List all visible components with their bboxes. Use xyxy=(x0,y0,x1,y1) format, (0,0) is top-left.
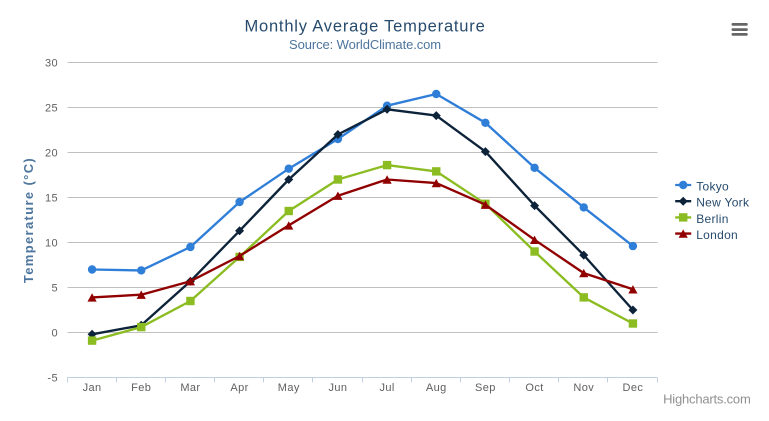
svg-text:Sep: Sep xyxy=(475,382,496,394)
svg-text:10: 10 xyxy=(45,238,58,250)
svg-text:Source: WorldClimate.com: Source: WorldClimate.com xyxy=(289,37,441,52)
svg-text:Jan: Jan xyxy=(83,382,102,394)
svg-text:May: May xyxy=(278,382,300,394)
svg-text:30: 30 xyxy=(45,58,58,70)
svg-text:5: 5 xyxy=(51,283,58,295)
svg-text:Temperature (°C): Temperature (°C) xyxy=(21,157,36,283)
svg-text:Dec: Dec xyxy=(623,382,644,394)
svg-text:20: 20 xyxy=(45,148,58,160)
svg-text:Tokyo: Tokyo xyxy=(696,179,729,193)
svg-text:-5: -5 xyxy=(47,373,58,385)
svg-text:Monthly Average Temperature: Monthly Average Temperature xyxy=(244,18,485,36)
svg-text:Aug: Aug xyxy=(426,382,447,394)
svg-text:New York: New York xyxy=(696,196,750,210)
svg-text:Apr: Apr xyxy=(230,382,248,394)
svg-text:25: 25 xyxy=(45,103,58,115)
svg-text:Jul: Jul xyxy=(379,382,394,394)
svg-text:Feb: Feb xyxy=(131,382,151,394)
svg-text:Mar: Mar xyxy=(180,382,200,394)
svg-text:Berlin: Berlin xyxy=(696,212,728,226)
svg-text:Highcharts.com: Highcharts.com xyxy=(663,392,751,407)
svg-text:15: 15 xyxy=(45,193,58,205)
svg-text:Nov: Nov xyxy=(573,382,594,394)
svg-text:0: 0 xyxy=(51,328,58,340)
svg-text:London: London xyxy=(696,228,738,242)
svg-text:Oct: Oct xyxy=(525,382,543,394)
svg-text:Jun: Jun xyxy=(328,382,347,394)
